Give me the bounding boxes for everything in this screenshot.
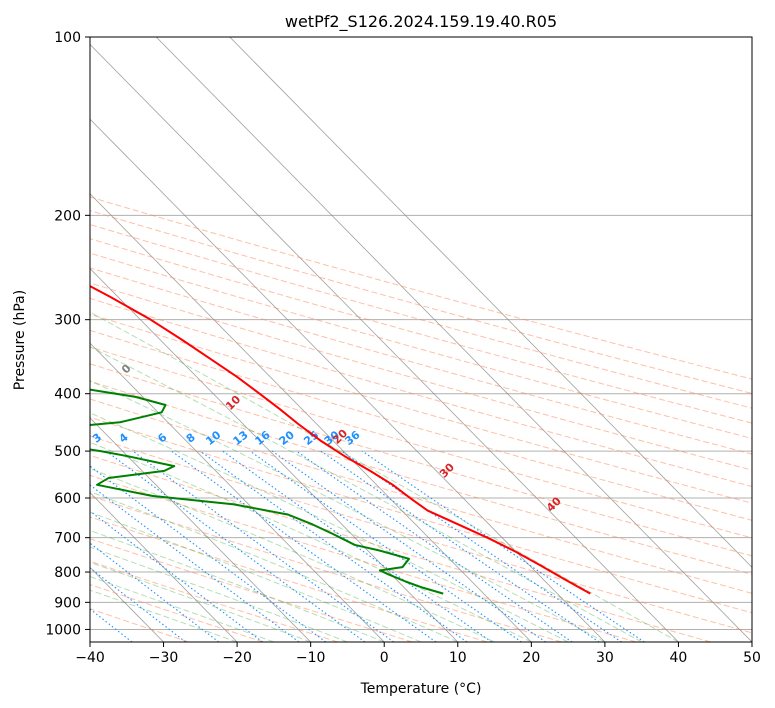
x-tick-label: −10 (296, 650, 326, 666)
plot-background (90, 37, 752, 642)
isotherm-line (229, 37, 752, 568)
moist-adiabat-line (90, 576, 275, 642)
temperature-profile-line (90, 285, 591, 595)
plot-area (90, 37, 752, 642)
y-tick-label: 500 (54, 444, 81, 460)
dry-adiabat-line (90, 252, 752, 440)
isotherm-line (90, 342, 385, 642)
dry-adiabat-line (90, 267, 752, 455)
x-tick-label: 0 (380, 650, 389, 666)
dewpoint-profile-line (90, 388, 444, 595)
mixing-ratio-line (249, 450, 522, 642)
moist-adiabat-line (90, 412, 569, 642)
dry-adiabat-line (90, 210, 752, 395)
moist-adiabat-line (90, 561, 311, 642)
isotherm-line (90, 492, 238, 642)
mixing-ratio-line (171, 450, 437, 642)
x-tick-label: 20 (522, 650, 540, 666)
dry-adiabat-line (90, 454, 711, 642)
y-tick-label: 700 (54, 531, 81, 547)
y-axis-label: Pressure (hPa) (12, 290, 28, 390)
dry-adiabat-line (90, 329, 752, 521)
moist-adiabat-line (90, 380, 606, 642)
moist-adiabat-line (90, 441, 532, 642)
y-axis: 100 200 300 400 500 600 700 800 900 1000 (45, 30, 90, 638)
x-axis-label: Temperature (°C) (360, 681, 482, 697)
x-tick-label: 50 (743, 650, 761, 666)
mixing-ratio-label: 1 (0, 431, 10, 446)
y-tick-label: 1000 (45, 622, 81, 638)
y-tick-label: 600 (54, 491, 81, 507)
isotherm-line (90, 193, 532, 642)
mixing-ratio-line (341, 450, 622, 642)
mixing-ratio-line (105, 450, 366, 642)
isotherm-line (90, 118, 606, 642)
mixing-ratio-lines (90, 450, 645, 642)
mixing-ratio-line (90, 542, 220, 642)
y-tick-label: 100 (54, 30, 81, 46)
line-labels: 0.10.20.40.611.52346810131620253036-100-… (0, 362, 564, 515)
moist-adiabat-line (90, 491, 458, 642)
mixing-ratio-line (90, 567, 186, 642)
mixing-ratio-line (296, 450, 573, 642)
y-tick-label: 900 (54, 595, 81, 611)
isotherm-line (90, 43, 679, 642)
x-tick-label: −30 (149, 650, 179, 666)
plot-border (89, 36, 753, 643)
dry-adiabat-line (90, 474, 637, 642)
moist-adiabat-line (90, 346, 642, 642)
moist-adiabat-line (90, 467, 495, 642)
profile-series (90, 285, 591, 595)
dry-adiabat-line (90, 282, 752, 471)
dry-adiabat-line (90, 380, 752, 575)
x-tick-label: 10 (449, 650, 467, 666)
dry-adiabat-line (90, 313, 752, 504)
mixing-ratio-line (90, 465, 327, 642)
chart-title: wetPf2_S126.2024.159.19.40.R05 (285, 12, 557, 32)
moist-adiabat-line (90, 589, 238, 642)
mixing-ratio-label: 1.5 (25, 427, 48, 449)
moist-adiabats (90, 311, 679, 642)
isotherm-line (90, 417, 311, 642)
isotherm-lines (90, 37, 752, 642)
plot-frame (89, 36, 753, 643)
dry-adiabat-line (90, 223, 752, 409)
x-axis: −40 −30 −20 −10 0 10 20 30 40 50 (75, 642, 761, 666)
dry-adiabat-line (90, 495, 562, 642)
x-tick-label: −20 (222, 650, 252, 666)
y-tick-label: 200 (54, 208, 81, 224)
y-tick-label: 800 (54, 565, 81, 581)
x-tick-label: 40 (670, 650, 688, 666)
mixing-ratio-line (199, 450, 468, 642)
mixing-ratio-line (361, 450, 645, 642)
dry-adiabat-line (90, 363, 752, 557)
x-tick-label: −40 (75, 650, 105, 666)
x-tick-label: 30 (596, 650, 614, 666)
mixing-ratio-line (90, 484, 300, 642)
mixing-ratio-line (271, 450, 546, 642)
mixing-ratio-line (320, 450, 600, 642)
dry-adiabat-line (90, 398, 752, 594)
moist-adiabat-line (90, 546, 348, 642)
y-tick-label: 400 (54, 387, 81, 403)
moist-adiabat-line (90, 311, 679, 642)
mixing-ratio-line (90, 510, 263, 642)
isotherm-line (90, 267, 459, 642)
isotherm-line (155, 37, 752, 642)
y-tick-label: 300 (54, 313, 81, 329)
moist-adiabat-line (90, 511, 422, 642)
pressure-grid (90, 37, 752, 630)
